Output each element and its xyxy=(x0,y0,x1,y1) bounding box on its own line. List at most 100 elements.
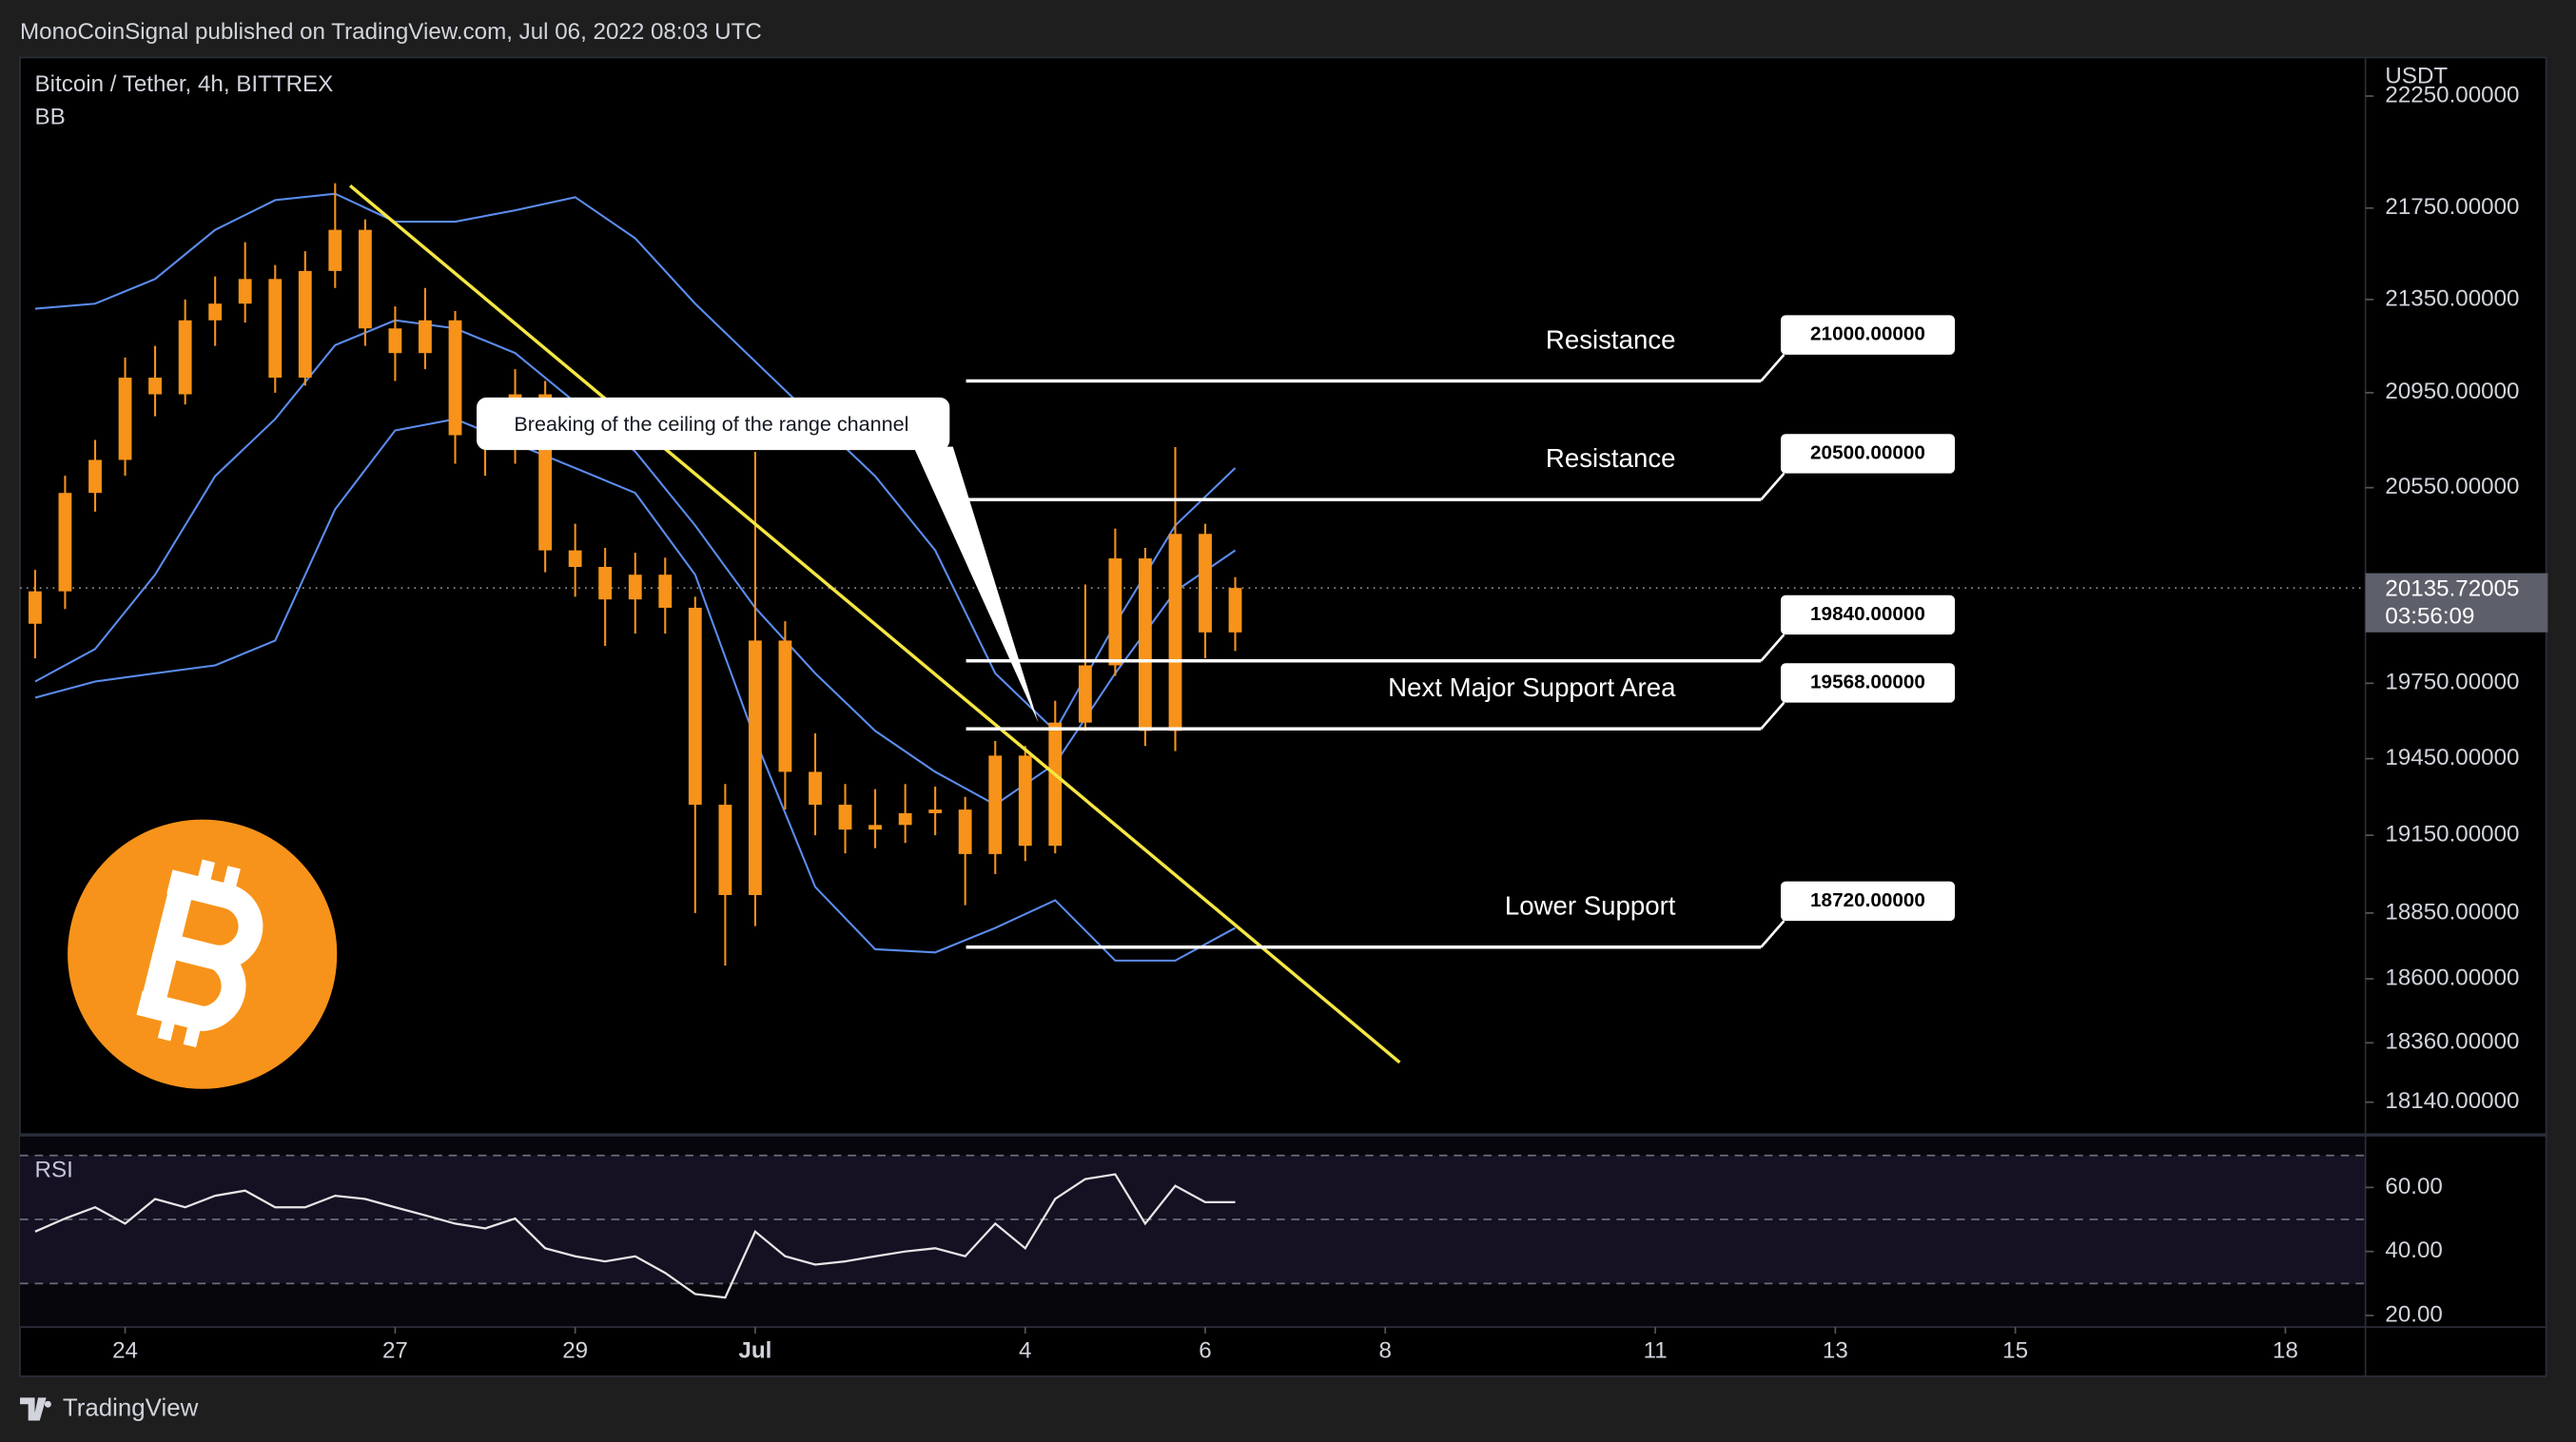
candle-body xyxy=(118,378,132,460)
logo-b xyxy=(136,859,263,1048)
brand-text: TradingView xyxy=(63,1394,199,1421)
y-tick-label: 18140.00000 xyxy=(2385,1088,2519,1114)
trendline xyxy=(348,184,1401,1064)
x-tick-label: 6 xyxy=(1199,1337,1211,1363)
brand-icon xyxy=(20,1397,51,1421)
callout-text: Breaking of the ceiling of the range cha… xyxy=(514,412,908,436)
candle-body xyxy=(29,591,42,624)
level-value-label: 20500.00000 xyxy=(1810,441,1925,463)
y-tick-label: 60.00 xyxy=(2385,1174,2442,1199)
y-tick-label: 20550.00000 xyxy=(2385,474,2519,499)
candle-body xyxy=(88,459,102,494)
candle-body xyxy=(778,640,792,772)
candle-body xyxy=(298,270,312,379)
candle-body xyxy=(448,320,462,436)
candle-body xyxy=(1018,755,1032,847)
x-tick-label: 11 xyxy=(1644,1337,1668,1363)
y-tick-label: 18600.00000 xyxy=(2385,965,2519,990)
level-label: Resistance xyxy=(1546,443,1676,473)
candle-body xyxy=(1199,534,1212,633)
candle-body xyxy=(58,493,72,592)
x-tick-label: 4 xyxy=(1019,1337,1031,1363)
rsi-line xyxy=(34,1173,1236,1299)
x-tick-label: 18 xyxy=(2273,1337,2298,1363)
bitcoin-logo xyxy=(68,819,338,1089)
y-tick-label: 18360.00000 xyxy=(2385,1029,2519,1055)
symbol-title: Bitcoin / Tether, 4h, BITTREX xyxy=(35,71,334,97)
candle-body xyxy=(1078,665,1092,723)
currency-label: USDT xyxy=(2385,64,2448,89)
candle-body xyxy=(868,825,882,830)
level-tag xyxy=(1780,434,1956,474)
tradingview-brand: TradingView xyxy=(20,1394,199,1421)
x-tick-label: 27 xyxy=(382,1337,408,1363)
candle-body xyxy=(838,805,852,830)
y-tick-label: 40.00 xyxy=(2385,1237,2442,1263)
candle-body xyxy=(1168,534,1182,731)
candle-body xyxy=(268,279,283,379)
candle-body xyxy=(958,809,972,854)
y-tick-label: 19750.00000 xyxy=(2385,670,2519,695)
candle-body xyxy=(718,805,732,895)
countdown-label: 03:56:09 xyxy=(2385,604,2474,630)
y-tick-label: 20950.00000 xyxy=(2385,379,2519,404)
candle-body xyxy=(628,575,642,600)
level-tag xyxy=(1780,663,1956,703)
y-tick-label: 20.00 xyxy=(2385,1301,2442,1327)
candle-body xyxy=(358,229,372,329)
last-price-label: 20135.72005 xyxy=(2385,575,2519,601)
level-connector xyxy=(1760,353,1786,382)
candle-body xyxy=(148,378,162,395)
level-value-label: 18720.00000 xyxy=(1810,889,1925,911)
level-label: Resistance xyxy=(1546,324,1676,354)
y-tick-label: 21750.00000 xyxy=(2385,194,2519,220)
y-tick-label: 22250.00000 xyxy=(2385,82,2519,107)
publish-header: MonoCoinSignal published on TradingView.… xyxy=(20,19,762,45)
level-connector xyxy=(1760,472,1786,501)
candle-body xyxy=(658,575,673,608)
candle-body xyxy=(748,640,762,895)
level-tag xyxy=(1780,594,1956,635)
x-tick-label: 8 xyxy=(1379,1337,1392,1363)
candle-body xyxy=(178,320,192,395)
candle-body xyxy=(568,550,582,567)
x-tick-label: 24 xyxy=(112,1337,138,1363)
candle-body xyxy=(688,607,702,806)
x-tick-label: 15 xyxy=(2002,1337,2028,1363)
rsi-pane xyxy=(20,1136,2366,1328)
candle-body xyxy=(1048,722,1063,847)
callout: Breaking of the ceiling of the range cha… xyxy=(477,397,1039,723)
y-tick-label: 19150.00000 xyxy=(2385,821,2519,847)
level-value-label: 19840.00000 xyxy=(1810,603,1925,625)
level-connector xyxy=(1760,633,1786,662)
level-label: Lower Support xyxy=(1505,891,1676,921)
level-tag xyxy=(1780,881,1956,922)
rsi-label: RSI xyxy=(35,1157,73,1182)
y-tick-label: 19450.00000 xyxy=(2385,745,2519,770)
bb-lower xyxy=(34,418,1237,962)
indicator-label: BB xyxy=(35,105,66,130)
last-price-tag xyxy=(2365,573,2548,633)
candle-body xyxy=(208,303,223,321)
candle-body xyxy=(238,279,252,304)
x-tick-label: 13 xyxy=(1823,1337,1848,1363)
candle-body xyxy=(928,809,943,813)
candle-body xyxy=(598,566,613,600)
candle-body xyxy=(809,771,822,806)
candle-body xyxy=(1138,558,1152,731)
level-label: Next Major Support Area xyxy=(1388,672,1676,702)
candle-body xyxy=(419,320,432,354)
bb-middle xyxy=(34,319,1237,807)
level-tag xyxy=(1780,315,1956,355)
bb-upper xyxy=(34,192,1237,733)
candle-body xyxy=(388,328,402,354)
y-tick-label: 21350.00000 xyxy=(2385,285,2519,311)
y-tick-label: 18850.00000 xyxy=(2385,899,2519,925)
level-connector xyxy=(1760,920,1786,948)
candle-body xyxy=(898,812,912,826)
candle-body xyxy=(1228,588,1242,633)
level-connector xyxy=(1760,701,1786,731)
candle-body xyxy=(988,755,1003,854)
candle-body xyxy=(1108,558,1122,666)
